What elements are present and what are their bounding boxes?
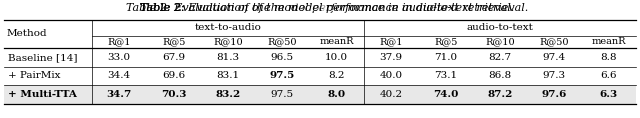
Text: 97.4: 97.4 — [543, 53, 566, 62]
Text: 96.5: 96.5 — [271, 53, 294, 62]
Text: 87.2: 87.2 — [487, 90, 513, 99]
Text: 74.0: 74.0 — [433, 90, 458, 99]
Text: 69.6: 69.6 — [162, 72, 185, 80]
Text: 37.9: 37.9 — [380, 53, 403, 62]
Text: text-to-audio: text-to-audio — [195, 23, 261, 32]
Text: 97.5: 97.5 — [271, 90, 294, 99]
Text: 40.0: 40.0 — [380, 72, 403, 80]
Text: meanR: meanR — [591, 38, 626, 46]
Text: 8.0: 8.0 — [328, 90, 346, 99]
Text: 97.6: 97.6 — [541, 90, 567, 99]
Text: R@5: R@5 — [434, 38, 458, 46]
Text: 8.8: 8.8 — [600, 53, 617, 62]
Text: 83.2: 83.2 — [216, 90, 241, 99]
Text: R@50: R@50 — [268, 38, 297, 46]
Text: 10.0: 10.0 — [325, 53, 348, 62]
Text: R@50: R@50 — [540, 38, 569, 46]
Text: 8.2: 8.2 — [328, 72, 345, 80]
Text: 97.5: 97.5 — [270, 72, 295, 80]
Text: 86.8: 86.8 — [488, 72, 511, 80]
Text: 67.9: 67.9 — [162, 53, 185, 62]
Text: 34.7: 34.7 — [107, 90, 132, 99]
Text: 70.3: 70.3 — [161, 90, 186, 99]
Text: + Multi-TTA: + Multi-TTA — [8, 90, 77, 99]
Text: audio-to-text: audio-to-text — [467, 23, 533, 32]
Text: R@1: R@1 — [380, 38, 403, 46]
Text: Table 2:: Table 2: — [296, 3, 344, 13]
Text: meanR: meanR — [319, 38, 354, 46]
Text: 97.3: 97.3 — [543, 72, 566, 80]
Text: 83.1: 83.1 — [216, 72, 239, 80]
Text: + PairMix: + PairMix — [8, 72, 61, 80]
Text: R@10: R@10 — [213, 38, 243, 46]
Text: 6.6: 6.6 — [600, 72, 617, 80]
Text: Table 2:: Table 2: — [140, 3, 188, 13]
Text: Table 2: Evaluation of the model performance in audio-text retrieval.: Table 2: Evaluation of the model perform… — [126, 3, 514, 13]
Text: 81.3: 81.3 — [216, 53, 239, 62]
Text: R@10: R@10 — [485, 38, 515, 46]
Text: 82.7: 82.7 — [488, 53, 511, 62]
Text: R@1: R@1 — [108, 38, 131, 46]
Text: Baseline [14]: Baseline [14] — [8, 53, 77, 62]
Text: 40.2: 40.2 — [380, 90, 403, 99]
Text: 34.4: 34.4 — [108, 72, 131, 80]
Text: 33.0: 33.0 — [108, 53, 131, 62]
Text: 6.3: 6.3 — [600, 90, 618, 99]
Text: Method: Method — [7, 30, 47, 38]
Text: Table 2: Evaluation of the model performance in audio-text retrieval.: Table 2: Evaluation of the model perform… — [140, 3, 528, 13]
Bar — [4, 85, 636, 104]
Text: R@5: R@5 — [162, 38, 186, 46]
Text: 73.1: 73.1 — [434, 72, 457, 80]
Text: 71.0: 71.0 — [434, 53, 457, 62]
